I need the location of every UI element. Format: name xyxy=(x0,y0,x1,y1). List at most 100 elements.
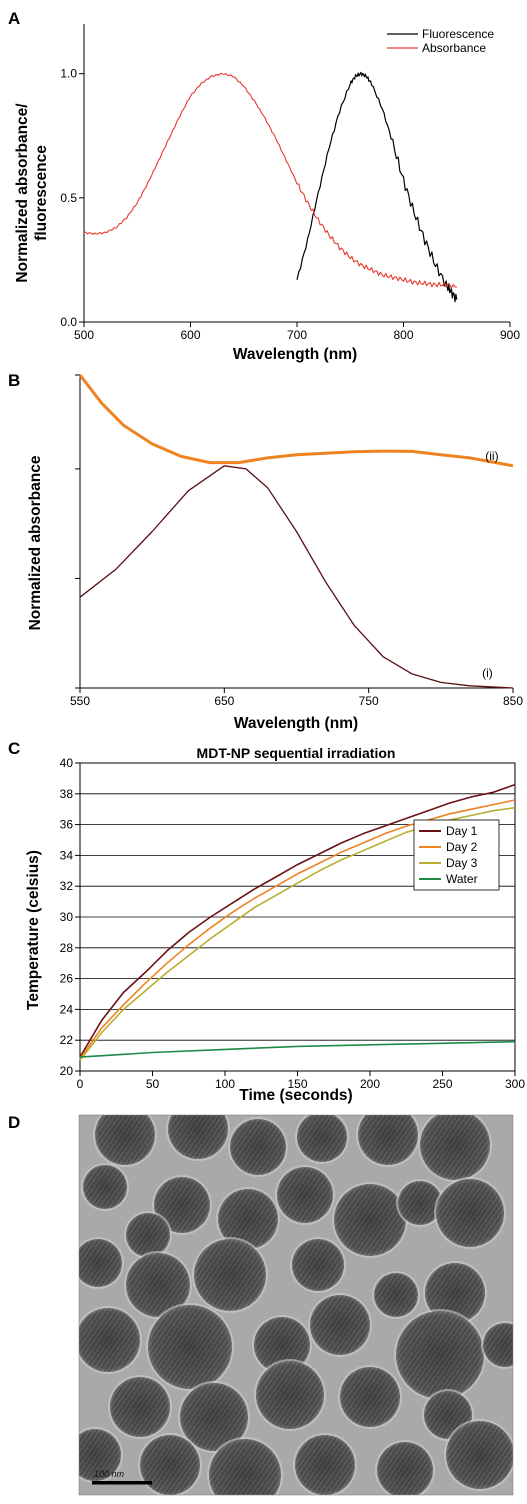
particle-shade xyxy=(126,1253,190,1317)
x-axis-title-b: Wavelength (nm) xyxy=(234,715,358,732)
x-axis-title-c: Time (seconds) xyxy=(239,1087,352,1104)
x-tick-label: 100 xyxy=(215,1077,235,1091)
panel-label-b: B xyxy=(8,371,20,390)
x-tick-label: 900 xyxy=(500,328,520,342)
particle-shade xyxy=(79,1239,122,1287)
particle-shade xyxy=(194,1239,266,1311)
particle-shade xyxy=(334,1184,406,1256)
particle-shade xyxy=(295,1435,355,1495)
particle-shade xyxy=(256,1361,324,1429)
particle-shade xyxy=(398,1181,442,1225)
particle-shade xyxy=(140,1435,200,1495)
particle-shade xyxy=(148,1305,232,1389)
particle-shade xyxy=(254,1317,310,1373)
particle-shade xyxy=(79,1308,140,1372)
y-tick-label: 28 xyxy=(60,941,74,955)
particle-shade xyxy=(292,1239,344,1291)
particle-shade xyxy=(218,1189,278,1249)
particle-shade xyxy=(377,1442,433,1495)
x-tick-label: 300 xyxy=(505,1077,525,1091)
plot-area-b: 550 650 750 850 (ii) (i) xyxy=(70,374,523,708)
particle-shade xyxy=(110,1377,170,1437)
particle-shade xyxy=(340,1367,400,1427)
x-tick-label: 850 xyxy=(503,694,523,708)
x-tick-label: 250 xyxy=(432,1077,452,1091)
x-tick-label: 700 xyxy=(287,328,307,342)
y-tick-label: 26 xyxy=(60,972,74,986)
panel-a: A Normalized absorbance/ fluorescence Wa… xyxy=(0,0,527,375)
x-tick-label: 150 xyxy=(287,1077,307,1091)
y-tick-label: 36 xyxy=(60,818,74,832)
y-tick-label: 22 xyxy=(60,1033,74,1047)
legend-label-1: Day 1 xyxy=(446,824,478,838)
particle-shade xyxy=(209,1439,281,1495)
series-label-i: (i) xyxy=(482,666,493,680)
particle-shade xyxy=(154,1177,210,1233)
particle-shade xyxy=(168,1115,228,1159)
y-tick-label: 20 xyxy=(60,1064,74,1078)
nanoparticles xyxy=(79,1115,513,1495)
series-label-ii: (ii) xyxy=(485,449,498,463)
plot-area-c: 0 50 100 150 200 250 300 20 22 24 26 28 30 32 34 36 38 40… xyxy=(60,756,526,1091)
series-line-1 xyxy=(79,783,516,1058)
plot-area-a: 500 600 700 800 900 0.0 0.5 1.0 FluorescenceAbso… xyxy=(60,24,520,342)
micrograph-image xyxy=(79,1115,513,1495)
panel-d: D 100 nm xyxy=(0,1108,527,1499)
series-line-2 xyxy=(83,72,457,289)
y-tick-label: 24 xyxy=(60,1002,74,1016)
chart-title-c: MDT-NP sequential irradiation xyxy=(197,745,396,761)
series-line-2 xyxy=(78,374,514,468)
y-tick-label: 32 xyxy=(60,879,74,893)
chart-b-svg: B Normalized absorbance Wavelength (nm) … xyxy=(8,371,523,732)
micrograph-svg: D 100 nm xyxy=(8,1113,514,1496)
y-axis-title-a-line2: fluorescence xyxy=(33,145,50,241)
particle-shade xyxy=(483,1323,513,1367)
legend-label-1: Fluorescence xyxy=(422,27,494,41)
x-tick-label: 800 xyxy=(393,328,413,342)
y-axis-title-b: Normalized absorbance xyxy=(27,455,44,630)
particle-shade xyxy=(446,1421,513,1489)
particle-shade xyxy=(180,1383,248,1451)
series-line-4 xyxy=(79,1040,516,1058)
y-tick-label: 40 xyxy=(60,756,74,770)
particle-shade xyxy=(310,1295,370,1355)
x-tick-label: 200 xyxy=(360,1077,380,1091)
panel-label-c: C xyxy=(8,739,20,758)
y-axis-title-a-line1: Normalized absorbance/ xyxy=(14,103,31,283)
x-tick-label: 500 xyxy=(74,328,94,342)
panel-label-d: D xyxy=(8,1113,20,1132)
particle-shade xyxy=(79,1429,121,1481)
particle-shade xyxy=(297,1115,347,1162)
y-tick-label: 38 xyxy=(60,787,74,801)
particle-shade xyxy=(374,1273,418,1317)
chart-c-svg: C MDT-NP sequential irradiation Temperat… xyxy=(8,739,526,1104)
x-axis-title-a: Wavelength (nm) xyxy=(233,346,357,363)
legend-label-3: Day 3 xyxy=(446,856,478,870)
particle-shade xyxy=(230,1119,286,1175)
panel-c: C MDT-NP sequential irradiation Temperat… xyxy=(0,734,527,1110)
legend-label-4: Water xyxy=(446,872,478,886)
scale-bar-label: 100 nm xyxy=(94,1469,125,1479)
x-tick-label: 600 xyxy=(180,328,200,342)
y-tick-label: 34 xyxy=(60,848,74,862)
particle-shade xyxy=(425,1263,485,1323)
particle-shade xyxy=(277,1167,333,1223)
y-tick-label: 0.0 xyxy=(60,315,77,329)
x-tick-label: 550 xyxy=(70,694,90,708)
legend-label-2: Absorbance xyxy=(422,41,486,55)
panel-b: B Normalized absorbance Wavelength (nm) … xyxy=(0,368,527,740)
y-tick-label: 30 xyxy=(60,910,74,924)
series-line-2 xyxy=(79,799,516,1060)
x-tick-label: 750 xyxy=(359,694,379,708)
chart-a-svg: A Normalized absorbance/ fluorescence Wa… xyxy=(8,9,520,363)
particle-shade xyxy=(358,1115,418,1165)
x-tick-label: 50 xyxy=(146,1077,160,1091)
particle-shade xyxy=(95,1115,155,1165)
series-line-1 xyxy=(296,71,458,303)
particle-shade xyxy=(396,1311,484,1399)
particle-shade xyxy=(83,1165,127,1209)
particle-shade xyxy=(126,1213,170,1257)
particle-shade xyxy=(436,1179,504,1247)
x-tick-label: 650 xyxy=(214,694,234,708)
legend-label-2: Day 2 xyxy=(446,840,478,854)
